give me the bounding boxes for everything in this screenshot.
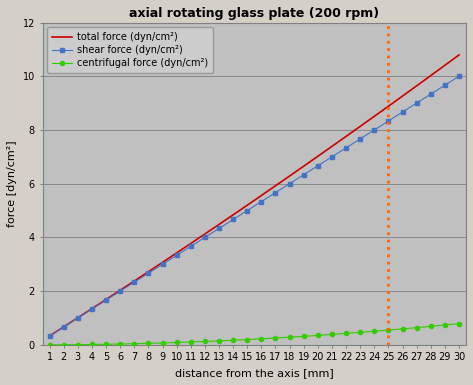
total force (dyn/cm²) [202, 232, 208, 236]
total force (dyn/cm²) [315, 154, 321, 159]
shear force (dyn/cm²) [329, 154, 335, 159]
shear force (dyn/cm²) [160, 262, 166, 266]
centrifugal force (dyn/cm²) [188, 340, 193, 344]
centrifugal force (dyn/cm²) [61, 342, 67, 347]
total force (dyn/cm²) [442, 63, 448, 68]
shear force (dyn/cm²) [131, 280, 137, 285]
shear force (dyn/cm²) [103, 298, 109, 302]
shear force (dyn/cm²) [385, 119, 391, 123]
centrifugal force (dyn/cm²) [174, 340, 179, 345]
centrifugal force (dyn/cm²) [75, 342, 80, 347]
Legend: total force (dyn/cm²), shear force (dyn/cm²), centrifugal force (dyn/cm²): total force (dyn/cm²), shear force (dyn/… [47, 27, 212, 73]
shear force (dyn/cm²) [146, 271, 151, 276]
total force (dyn/cm²) [89, 306, 95, 311]
centrifugal force (dyn/cm²) [301, 334, 307, 339]
total force (dyn/cm²) [245, 203, 250, 208]
centrifugal force (dyn/cm²) [202, 339, 208, 344]
shear force (dyn/cm²) [357, 137, 363, 141]
shear force (dyn/cm²) [117, 289, 123, 293]
total force (dyn/cm²) [216, 222, 222, 227]
shear force (dyn/cm²) [442, 83, 448, 87]
total force (dyn/cm²) [357, 124, 363, 129]
total force (dyn/cm²) [160, 260, 166, 264]
Y-axis label: force [dyn/cm²]: force [dyn/cm²] [7, 141, 17, 227]
shear force (dyn/cm²) [428, 92, 434, 97]
shear force (dyn/cm²) [456, 74, 462, 79]
centrifugal force (dyn/cm²) [230, 338, 236, 343]
centrifugal force (dyn/cm²) [131, 341, 137, 346]
centrifugal force (dyn/cm²) [103, 342, 109, 346]
centrifugal force (dyn/cm²) [456, 321, 462, 326]
Line: total force (dyn/cm²): total force (dyn/cm²) [50, 55, 459, 336]
shear force (dyn/cm²) [47, 333, 53, 338]
total force (dyn/cm²) [75, 315, 80, 320]
total force (dyn/cm²) [343, 134, 349, 139]
total force (dyn/cm²) [414, 84, 420, 88]
centrifugal force (dyn/cm²) [343, 331, 349, 336]
centrifugal force (dyn/cm²) [329, 332, 335, 337]
shear force (dyn/cm²) [371, 128, 377, 132]
centrifugal force (dyn/cm²) [160, 341, 166, 345]
total force (dyn/cm²) [103, 297, 109, 302]
Title: axial rotating glass plate (200 rpm): axial rotating glass plate (200 rpm) [129, 7, 379, 20]
total force (dyn/cm²) [456, 53, 462, 57]
centrifugal force (dyn/cm²) [442, 323, 448, 327]
total force (dyn/cm²) [287, 174, 292, 178]
total force (dyn/cm²) [329, 144, 335, 149]
shear force (dyn/cm²) [174, 253, 179, 258]
total force (dyn/cm²) [400, 94, 405, 99]
Line: shear force (dyn/cm²): shear force (dyn/cm²) [47, 74, 462, 338]
shear force (dyn/cm²) [188, 244, 193, 249]
centrifugal force (dyn/cm²) [287, 335, 292, 340]
shear force (dyn/cm²) [414, 101, 420, 105]
centrifugal force (dyn/cm²) [47, 343, 53, 347]
centrifugal force (dyn/cm²) [117, 342, 123, 346]
X-axis label: distance from the axis [mm]: distance from the axis [mm] [175, 368, 333, 378]
total force (dyn/cm²) [371, 114, 377, 119]
shear force (dyn/cm²) [245, 208, 250, 213]
centrifugal force (dyn/cm²) [245, 337, 250, 342]
shear force (dyn/cm²) [202, 235, 208, 240]
shear force (dyn/cm²) [61, 325, 67, 329]
total force (dyn/cm²) [272, 184, 278, 188]
centrifugal force (dyn/cm²) [315, 333, 321, 338]
centrifugal force (dyn/cm²) [400, 326, 405, 331]
total force (dyn/cm²) [47, 333, 53, 338]
centrifugal force (dyn/cm²) [146, 341, 151, 346]
centrifugal force (dyn/cm²) [272, 336, 278, 340]
shear force (dyn/cm²) [301, 172, 307, 177]
centrifugal force (dyn/cm²) [259, 336, 264, 341]
total force (dyn/cm²) [385, 104, 391, 109]
centrifugal force (dyn/cm²) [357, 330, 363, 335]
centrifugal force (dyn/cm²) [385, 328, 391, 332]
total force (dyn/cm²) [428, 73, 434, 78]
shear force (dyn/cm²) [75, 316, 80, 320]
Line: centrifugal force (dyn/cm²): centrifugal force (dyn/cm²) [47, 321, 461, 347]
centrifugal force (dyn/cm²) [414, 325, 420, 330]
shear force (dyn/cm²) [287, 181, 292, 186]
total force (dyn/cm²) [301, 164, 307, 169]
shear force (dyn/cm²) [315, 164, 321, 168]
shear force (dyn/cm²) [259, 199, 264, 204]
shear force (dyn/cm²) [343, 146, 349, 150]
centrifugal force (dyn/cm²) [428, 324, 434, 329]
centrifugal force (dyn/cm²) [371, 329, 377, 333]
centrifugal force (dyn/cm²) [216, 338, 222, 343]
total force (dyn/cm²) [131, 279, 137, 283]
total force (dyn/cm²) [117, 288, 123, 293]
total force (dyn/cm²) [188, 241, 193, 246]
total force (dyn/cm²) [174, 251, 179, 255]
total force (dyn/cm²) [61, 325, 67, 329]
total force (dyn/cm²) [259, 193, 264, 198]
shear force (dyn/cm²) [230, 217, 236, 222]
total force (dyn/cm²) [146, 270, 151, 274]
shear force (dyn/cm²) [272, 190, 278, 195]
shear force (dyn/cm²) [400, 110, 405, 114]
total force (dyn/cm²) [230, 213, 236, 217]
shear force (dyn/cm²) [216, 226, 222, 231]
shear force (dyn/cm²) [89, 307, 95, 311]
centrifugal force (dyn/cm²) [89, 342, 95, 347]
